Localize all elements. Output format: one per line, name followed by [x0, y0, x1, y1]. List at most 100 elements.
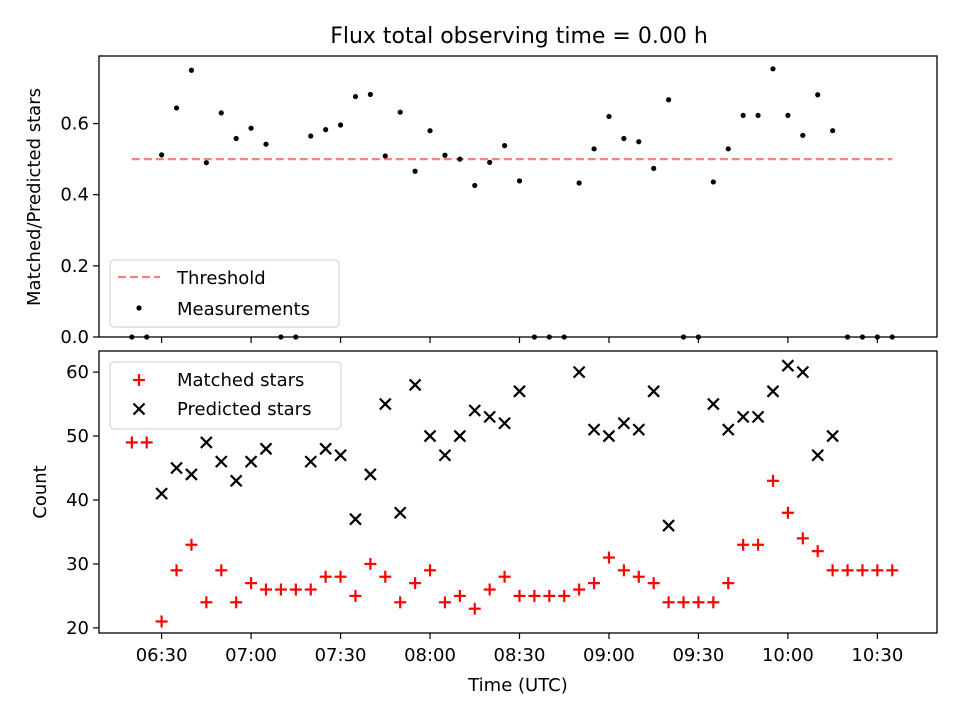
- matched-star-point: [766, 474, 779, 487]
- x-marker-b: [453, 429, 467, 443]
- top-y-tick-label: 0.4: [60, 185, 89, 206]
- matched-star-point: [230, 596, 243, 609]
- legend-threshold-label: Threshold: [176, 268, 266, 289]
- top-plot-frame: [98, 55, 938, 338]
- predicted-star-point: [766, 385, 780, 398]
- measurement-point: [323, 127, 329, 133]
- predicted-star-point: [721, 423, 735, 436]
- measurement-point: [830, 128, 836, 134]
- x-marker-b: [781, 359, 795, 372]
- bottom-y-tick-label: 40: [66, 490, 89, 511]
- matched-star-point: [707, 596, 720, 609]
- x-tick-label: 10:30: [851, 645, 903, 666]
- predicted-star-point: [647, 385, 660, 398]
- matched-star-point: [334, 570, 347, 583]
- matched-star-point: [170, 564, 183, 577]
- x-marker-b: [304, 455, 318, 468]
- bottom-legend: Matched stars Predicted stars: [109, 361, 342, 430]
- x-tick-label: 07:30: [315, 645, 367, 666]
- matched-star-point: [558, 589, 571, 602]
- matched-star-point: [632, 570, 645, 583]
- x-marker-b: [229, 474, 243, 488]
- measurement-point: [412, 168, 418, 174]
- predicted-star-point: [408, 378, 422, 392]
- matched-star-point: [468, 602, 481, 615]
- top-y-tick-label: 0.0: [60, 327, 89, 348]
- x-marker-b: [707, 397, 720, 411]
- measurement-point: [770, 66, 776, 72]
- measurement-point: [785, 112, 791, 119]
- measurement-point: [188, 67, 195, 73]
- measurement-point: [815, 92, 821, 98]
- measurement-point: [367, 91, 373, 98]
- matched-star-point: [215, 564, 228, 577]
- predicted-star-point: [707, 397, 720, 411]
- x-marker-b: [572, 365, 586, 379]
- matched-star-point: [424, 564, 437, 577]
- measurement-point: [233, 135, 239, 142]
- measurement-point: [755, 112, 761, 119]
- x-marker-b: [438, 448, 452, 462]
- legend-predicted-label: Predicted stars: [177, 399, 311, 420]
- matched-star-point: [364, 557, 377, 570]
- measurement-point: [710, 179, 716, 185]
- x-marker-b: [319, 442, 332, 456]
- top-plot-marks: [129, 66, 895, 340]
- x-marker-b: [662, 519, 675, 532]
- predicted-swatch-marker: [132, 402, 146, 416]
- x-marker-b: [379, 397, 392, 411]
- bottom-y-tick-label: 30: [66, 554, 89, 575]
- predicted-star-point: [483, 410, 496, 424]
- matched-star-point: [781, 506, 794, 519]
- predicted-star-point: [751, 410, 765, 424]
- matched-star-point: [125, 436, 138, 449]
- measurement-point: [740, 112, 746, 119]
- x-marker-b: [736, 410, 750, 424]
- x-marker-b: [617, 416, 631, 430]
- matched-star-point: [573, 583, 586, 596]
- matched-star-point: [155, 615, 168, 628]
- x-marker-b: [349, 512, 362, 526]
- predicted-star-point: [155, 487, 168, 500]
- measurement-point: [337, 122, 344, 128]
- bottom-xlabel: Time (UTC): [467, 675, 568, 696]
- matched-star-point: [602, 551, 615, 564]
- x-marker-b: [721, 423, 735, 436]
- matched-star-point: [289, 583, 302, 596]
- predicted-star-point: [617, 416, 631, 430]
- bottom-y-tick-label: 50: [66, 426, 89, 447]
- predicted-star-point: [453, 429, 467, 443]
- measurement-point: [725, 146, 731, 152]
- measurement-point: [651, 165, 657, 171]
- x-marker-b: [408, 378, 422, 392]
- matched-star-point: [841, 564, 854, 577]
- matched-star-point: [304, 583, 317, 596]
- x-marker-b: [498, 416, 511, 430]
- predicted-star-point: [423, 429, 437, 443]
- bottom-legend-box: [109, 361, 342, 430]
- measurement-point: [487, 159, 493, 165]
- matched-star-point: [677, 596, 690, 609]
- measurement-point: [427, 128, 433, 134]
- legend-matched-label: Matched stars: [177, 370, 304, 391]
- top-axes: 0.0 0.2 0.4 0.6: [60, 114, 878, 348]
- matched-star-point: [453, 589, 466, 602]
- measurement-point: [173, 105, 180, 111]
- predicted-star-point: [319, 442, 332, 456]
- matched-star-point: [245, 577, 258, 590]
- matched-star-point: [528, 589, 541, 602]
- measurement-point: [516, 178, 523, 184]
- x-marker-b: [200, 436, 213, 449]
- matched-star-point: [379, 570, 392, 583]
- x-marker-b: [766, 385, 780, 398]
- predicted-star-point: [632, 423, 646, 436]
- measurement-point: [606, 113, 612, 120]
- predicted-star-point: [826, 429, 839, 443]
- bottom-ylabel: Count: [30, 465, 51, 518]
- matched-star-point: [260, 583, 273, 596]
- predicted-star-point: [796, 365, 810, 379]
- predicted-star-point: [304, 455, 318, 468]
- predicted-star-point: [572, 365, 586, 379]
- top-panel: 0.0 0.2 0.4 0.6 Matched/Predicted stars Thr…: [24, 55, 938, 348]
- x-marker-b: [632, 423, 646, 436]
